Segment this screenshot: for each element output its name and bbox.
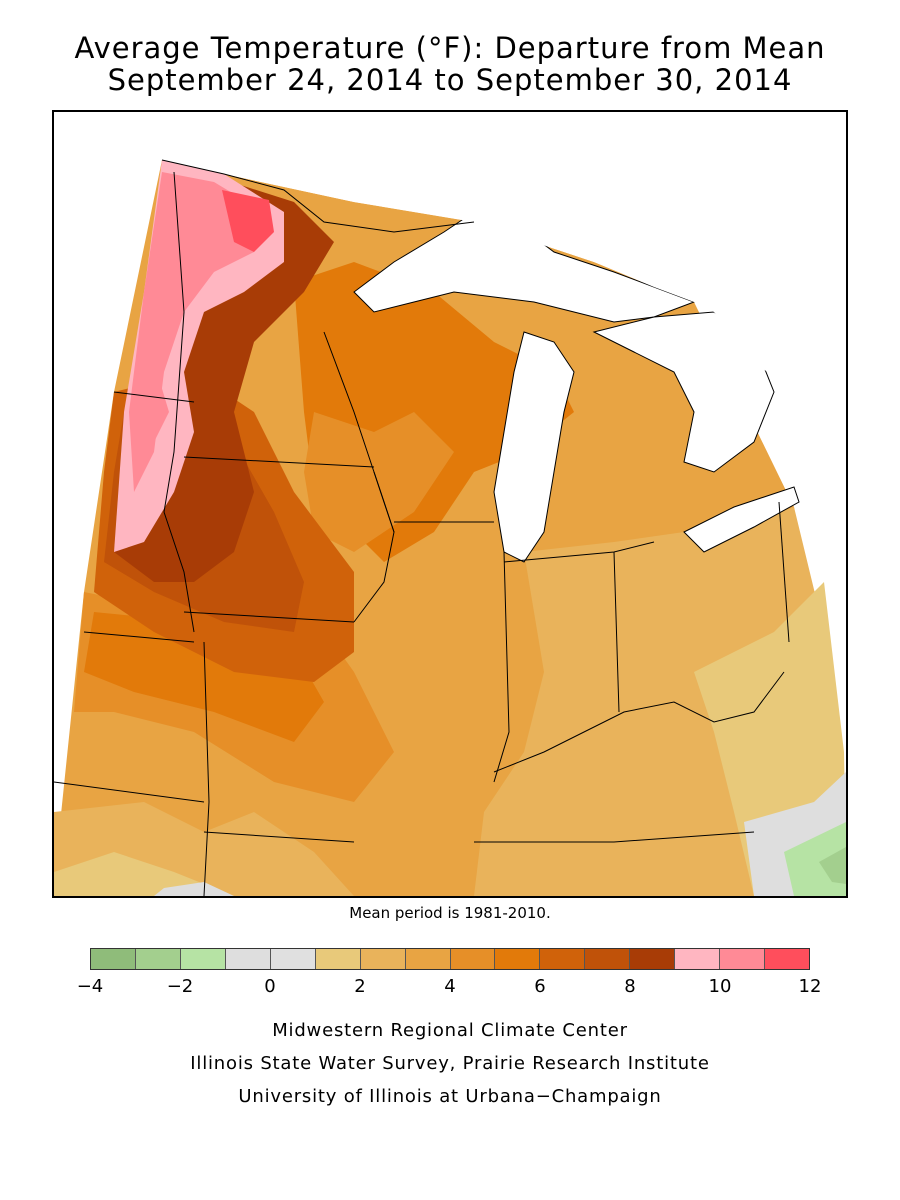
border-ne-sd bbox=[83, 631, 195, 643]
legend-swatch bbox=[135, 949, 181, 969]
region-neutral-southwest bbox=[154, 882, 234, 896]
border-canada-us bbox=[161, 159, 475, 233]
border-mn-nd bbox=[163, 171, 195, 633]
temperature-departure-map bbox=[54, 112, 846, 896]
legend-swatch bbox=[495, 949, 541, 969]
legend-swatch bbox=[675, 949, 721, 969]
credit-line-2: Illinois State Water Survey, Prairie Res… bbox=[190, 1053, 710, 1074]
legend-swatch bbox=[405, 949, 451, 969]
border-ia-il bbox=[353, 471, 395, 623]
map-area bbox=[52, 110, 848, 898]
border-mi-in bbox=[503, 541, 655, 563]
legend-swatch bbox=[450, 949, 496, 969]
region-warm-wisconsin bbox=[304, 412, 454, 552]
legend-swatch bbox=[720, 949, 766, 969]
border-oh-river bbox=[493, 671, 785, 773]
map-subtitle: September 24, 2014 to September 30, 2014 bbox=[107, 63, 793, 97]
legend-swatch bbox=[765, 949, 809, 969]
lake-michigan bbox=[493, 331, 575, 563]
legend-tick-label: −2 bbox=[166, 976, 194, 997]
border-nd-sd bbox=[113, 391, 195, 403]
border-oh-pa bbox=[778, 501, 790, 643]
legend-swatch bbox=[91, 949, 136, 969]
lake-huron bbox=[592, 311, 775, 473]
legend-swatch bbox=[585, 949, 631, 969]
lake-erie bbox=[683, 486, 800, 553]
region-rose-northwest bbox=[129, 172, 264, 492]
legend-tick-label: 10 bbox=[708, 976, 732, 997]
legend-swatch bbox=[270, 949, 316, 969]
border-ky-tn bbox=[474, 831, 755, 843]
canada-area bbox=[162, 112, 846, 412]
region-cooler-southeast bbox=[819, 847, 846, 884]
legend-tick-label: 8 bbox=[624, 976, 636, 997]
legend-swatch bbox=[315, 949, 361, 969]
region-red-dakota bbox=[134, 362, 169, 442]
legend-tick-label: 6 bbox=[534, 976, 546, 997]
border-mn-ia bbox=[183, 456, 375, 468]
legend-swatch bbox=[630, 949, 676, 969]
state-boundaries bbox=[54, 159, 790, 896]
credit-line-1: Midwestern Regional Climate Center bbox=[272, 1020, 628, 1041]
legend-color-bar bbox=[90, 948, 810, 970]
border-il-in bbox=[493, 551, 510, 783]
legend-tick-label: 12 bbox=[798, 976, 822, 997]
legend-swatch bbox=[540, 949, 586, 969]
legend-tick-label: −4 bbox=[76, 976, 104, 997]
map-title: Average Temperature (°F): Departure from… bbox=[74, 31, 826, 65]
legend-tick-label: 2 bbox=[354, 976, 366, 997]
region-red-northwest bbox=[222, 190, 274, 252]
legend-tick-label: 0 bbox=[264, 976, 276, 997]
legend-swatch bbox=[225, 949, 271, 969]
legend-tick-label: 4 bbox=[444, 976, 456, 997]
border-ne-ks bbox=[54, 781, 205, 803]
legend-swatch bbox=[180, 949, 226, 969]
legend-tick-labels: −4 −2 0 2 4 6 8 10 12 bbox=[77, 970, 822, 1000]
border-mo-ks bbox=[203, 641, 210, 896]
credit-line-3: University of Illinois at Urbana−Champai… bbox=[238, 1086, 662, 1107]
border-mo-ar bbox=[203, 831, 355, 843]
legend-swatch bbox=[360, 949, 406, 969]
border-ia-mo bbox=[183, 611, 355, 623]
mean-period-note: Mean period is 1981-2010. bbox=[349, 904, 551, 922]
border-in-oh bbox=[613, 551, 620, 713]
